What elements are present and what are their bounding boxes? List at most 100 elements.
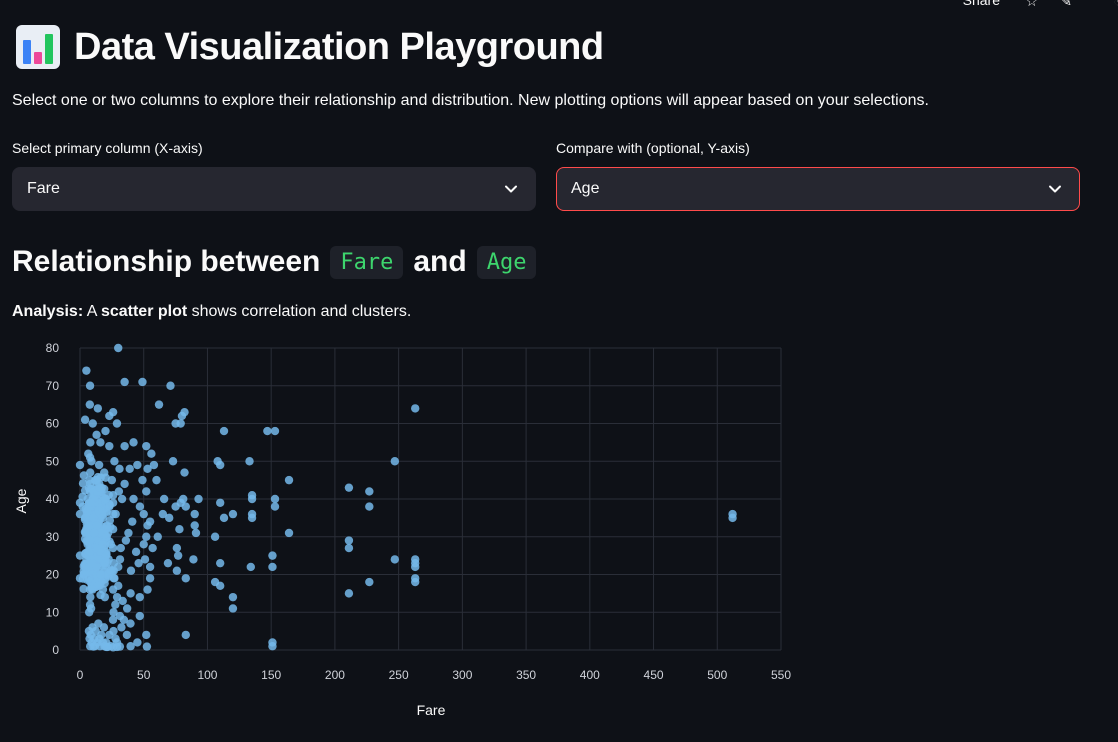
scatter-point[interactable] bbox=[210, 577, 220, 587]
primary-column-select[interactable]: Fare bbox=[12, 167, 536, 211]
scatter-point[interactable] bbox=[143, 521, 152, 530]
scatter-point[interactable] bbox=[120, 479, 129, 489]
scatter-point[interactable] bbox=[100, 592, 110, 602]
scatter-point[interactable] bbox=[177, 411, 187, 421]
scatter-point[interactable] bbox=[92, 475, 101, 485]
scatter-point[interactable] bbox=[126, 642, 135, 651]
scatter-point[interactable] bbox=[194, 494, 203, 504]
scatter-point[interactable] bbox=[120, 441, 129, 451]
scatter-point[interactable] bbox=[75, 498, 85, 507]
scatter-point[interactable] bbox=[131, 547, 141, 557]
scatter-point[interactable] bbox=[89, 513, 98, 523]
scatter-point[interactable] bbox=[344, 543, 354, 553]
scatter-point[interactable] bbox=[94, 460, 104, 470]
scatter-point[interactable] bbox=[92, 521, 101, 530]
scatter-point[interactable] bbox=[245, 457, 254, 466]
scatter-point[interactable] bbox=[108, 509, 118, 519]
scatter-point[interactable] bbox=[365, 502, 374, 511]
scatter-point[interactable] bbox=[114, 581, 123, 591]
scatter-point[interactable] bbox=[109, 608, 118, 617]
scatter-point[interactable] bbox=[142, 441, 151, 451]
scatter-point[interactable] bbox=[390, 555, 400, 564]
scatter-point[interactable] bbox=[143, 585, 152, 594]
scatter-point[interactable] bbox=[126, 566, 136, 575]
scatter-point[interactable] bbox=[147, 449, 156, 458]
scatter-point[interactable] bbox=[145, 562, 155, 572]
scatter-point[interactable] bbox=[78, 479, 88, 488]
scatter-point[interactable] bbox=[128, 517, 137, 526]
scatter-point[interactable] bbox=[268, 562, 277, 572]
scatter-point[interactable] bbox=[80, 415, 90, 424]
scatter-point[interactable] bbox=[108, 643, 118, 652]
scatter-point[interactable] bbox=[148, 543, 157, 553]
scatter-point[interactable] bbox=[110, 457, 119, 466]
scatter-point[interactable] bbox=[247, 494, 257, 504]
scatter-point[interactable] bbox=[210, 532, 220, 541]
scatter-point[interactable] bbox=[365, 487, 374, 496]
scatter-point[interactable] bbox=[75, 551, 85, 560]
scatter-point[interactable] bbox=[171, 419, 180, 428]
scatter-point[interactable] bbox=[145, 574, 155, 583]
scatter-point[interactable] bbox=[181, 630, 190, 640]
scatter-point[interactable] bbox=[85, 521, 95, 530]
scatter-point[interactable] bbox=[122, 604, 132, 613]
scatter-point[interactable] bbox=[344, 536, 354, 545]
github-icon[interactable]: ◔ bbox=[1113, 0, 1118, 9]
scatter-point[interactable] bbox=[270, 502, 280, 511]
scatter-point[interactable] bbox=[135, 611, 144, 621]
scatter-point[interactable] bbox=[168, 457, 178, 466]
scatter-point[interactable] bbox=[180, 468, 189, 477]
scatter-point[interactable] bbox=[390, 457, 400, 466]
scatter-point[interactable] bbox=[173, 551, 183, 560]
scatter-point[interactable] bbox=[134, 558, 143, 568]
edit-icon[interactable]: ✎ bbox=[1060, 0, 1072, 9]
scatter-point[interactable] bbox=[101, 494, 110, 504]
scatter-point[interactable] bbox=[102, 642, 111, 652]
scatter-point[interactable] bbox=[153, 532, 162, 541]
scatter-point[interactable] bbox=[133, 460, 142, 470]
scatter-point[interactable] bbox=[116, 543, 125, 553]
scatter-point[interactable] bbox=[246, 562, 255, 572]
scatter-point[interactable] bbox=[138, 475, 147, 485]
scatter-point[interactable] bbox=[125, 464, 134, 473]
scatter-point[interactable] bbox=[105, 441, 114, 451]
scatter-point[interactable] bbox=[82, 366, 91, 375]
scatter-point[interactable] bbox=[86, 438, 95, 447]
scatter-point[interactable] bbox=[120, 377, 129, 387]
scatter-point[interactable] bbox=[158, 509, 168, 519]
scatter-point[interactable] bbox=[117, 623, 126, 632]
scatter-point[interactable] bbox=[122, 630, 132, 640]
scatter-point[interactable] bbox=[96, 438, 105, 447]
scatter-point[interactable] bbox=[85, 634, 94, 643]
scatter-point[interactable] bbox=[142, 630, 151, 640]
scatter-point[interactable] bbox=[133, 638, 142, 647]
scatter-point[interactable] bbox=[92, 430, 101, 440]
scatter-point[interactable] bbox=[142, 532, 151, 541]
scatter-point[interactable] bbox=[268, 642, 277, 651]
scatter-point[interactable] bbox=[365, 577, 374, 587]
scatter-point[interactable] bbox=[135, 502, 145, 511]
scatter-point[interactable] bbox=[139, 509, 148, 519]
scatter-point[interactable] bbox=[108, 498, 118, 507]
scatter-point[interactable] bbox=[344, 589, 354, 598]
scatter-point[interactable] bbox=[152, 475, 161, 485]
scatter-point[interactable] bbox=[728, 509, 737, 519]
scatter-point[interactable] bbox=[85, 453, 95, 462]
scatter-point[interactable] bbox=[213, 457, 222, 466]
compare-column-select[interactable]: Age bbox=[556, 167, 1080, 211]
scatter-point[interactable] bbox=[124, 528, 133, 538]
scatter-point[interactable] bbox=[411, 577, 420, 587]
scatter-point[interactable] bbox=[75, 460, 85, 470]
scatter-point[interactable] bbox=[85, 642, 95, 651]
scatter-point[interactable] bbox=[129, 494, 138, 504]
scatter-point[interactable] bbox=[107, 475, 117, 485]
scatter-point[interactable] bbox=[89, 528, 99, 538]
scatter-point[interactable] bbox=[191, 528, 201, 538]
scatter-point[interactable] bbox=[86, 592, 95, 602]
scatter-point[interactable] bbox=[102, 521, 111, 530]
scatter-point[interactable] bbox=[85, 536, 95, 545]
scatter-point[interactable] bbox=[88, 419, 97, 428]
scatter-point[interactable] bbox=[129, 438, 138, 447]
scatter-point[interactable] bbox=[270, 426, 280, 436]
scatter-point[interactable] bbox=[86, 498, 96, 507]
